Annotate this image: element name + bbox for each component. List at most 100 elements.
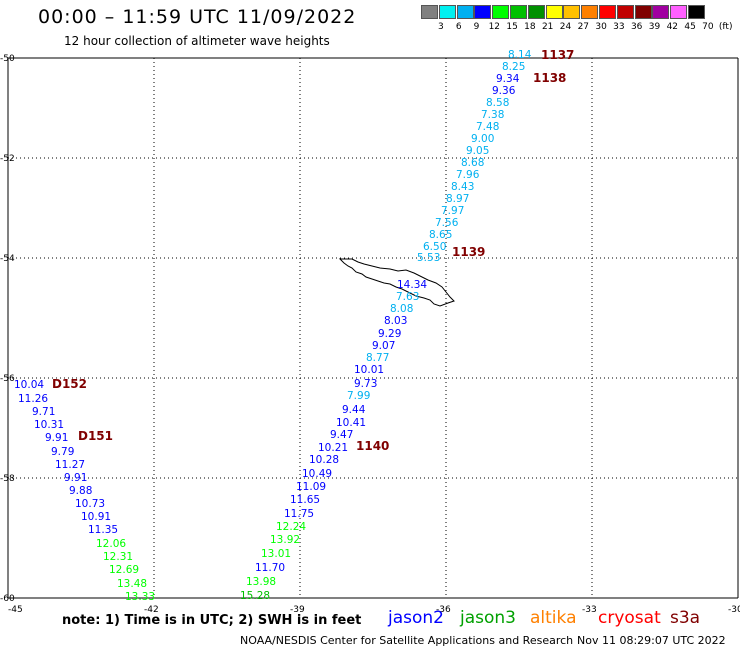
legend-label: 33 bbox=[613, 22, 625, 32]
wave-height-value: 10.28 bbox=[309, 454, 339, 466]
axis-ticks: -45 -42 -39 -36 -33 -30 -50 -52 -54 -56 -58 -60 bbox=[0, 54, 740, 615]
wave-height-value: 8.08 bbox=[390, 303, 413, 315]
wave-height-value: 7.97 bbox=[441, 205, 464, 217]
legend-swatch bbox=[634, 5, 652, 19]
wave-height-value: 10.01 bbox=[354, 364, 384, 376]
wave-height-value: 8.03 bbox=[384, 315, 407, 327]
chart-subtitle: 12 hour collection of altimeter wave hei… bbox=[64, 34, 330, 48]
wave-height-value: 9.00 bbox=[471, 133, 494, 145]
wave-height-value: 9.71 bbox=[32, 406, 55, 418]
wave-height-value: 6.50 bbox=[423, 241, 446, 253]
legend-label: 70 bbox=[702, 22, 714, 32]
x-tick-label: -30 bbox=[728, 605, 740, 615]
footer-note: note: 1) Time is in UTC; 2) SWH is in fe… bbox=[62, 613, 362, 628]
y-tick-label: -54 bbox=[0, 254, 15, 264]
legend-label: 15 bbox=[506, 22, 518, 32]
legend-label: 24 bbox=[559, 22, 572, 32]
pass-label: 1140 bbox=[356, 439, 389, 453]
wave-height-value: 13.01 bbox=[261, 548, 291, 560]
wave-height-value: 12.69 bbox=[109, 564, 139, 576]
wave-height-value: 8.25 bbox=[502, 61, 525, 73]
wave-height-value: 10.73 bbox=[75, 498, 105, 510]
wave-height-value: 8.97 bbox=[446, 193, 469, 205]
legend-swatch bbox=[599, 5, 616, 19]
x-tick-label: -36 bbox=[436, 605, 451, 615]
wave-height-value: 11.27 bbox=[55, 459, 85, 471]
pass-label: 1139 bbox=[452, 245, 485, 259]
wave-height-value: 11.26 bbox=[18, 393, 48, 405]
legend-label: 36 bbox=[630, 22, 643, 32]
south-georgia-island bbox=[338, 258, 455, 307]
satellite-name: cryosat bbox=[598, 608, 661, 628]
wave-height-value: 8.65 bbox=[429, 229, 452, 241]
wave-height-value: 8.43 bbox=[451, 181, 474, 193]
wave-height-value: 11.70 bbox=[255, 562, 285, 574]
credit-line: NOAA/NESDIS Center for Satellite Applica… bbox=[240, 634, 574, 647]
wave-height-value: 9.91 bbox=[45, 432, 68, 444]
pass-label: 1138 bbox=[533, 71, 566, 85]
legend-label: 27 bbox=[577, 22, 590, 32]
wave-height-value: 9.34 bbox=[496, 73, 520, 85]
x-tick-label: -42 bbox=[144, 605, 159, 615]
legend-swatch bbox=[527, 5, 545, 19]
wave-height-value: 11.75 bbox=[284, 508, 314, 520]
legend-label: 42 bbox=[666, 22, 679, 32]
y-tick-label: -56 bbox=[0, 374, 15, 384]
wave-height-value: 13.33 bbox=[125, 591, 155, 603]
x-tick-label: -45 bbox=[8, 605, 23, 615]
wave-height-value: 7.99 bbox=[347, 390, 370, 402]
legend-label: 30 bbox=[595, 22, 607, 32]
wave-height-value: 13.98 bbox=[246, 576, 276, 588]
wave-height-value: 9.88 bbox=[69, 485, 92, 497]
satellite-name: jason3 bbox=[460, 608, 516, 628]
wave-height-value: 13.48 bbox=[117, 578, 147, 590]
legend-swatch bbox=[616, 5, 634, 19]
wave-height-value: 10.21 bbox=[318, 442, 348, 454]
legend-swatch bbox=[492, 5, 510, 19]
legend-swatch bbox=[545, 5, 563, 19]
pass-label: D151 bbox=[78, 429, 113, 443]
wave-height-value: 11.09 bbox=[296, 481, 326, 493]
wave-height-value: 9.91 bbox=[64, 472, 87, 484]
wave-height-value: 15.28 bbox=[240, 590, 270, 602]
legend-label: 9 bbox=[473, 22, 480, 32]
map-grid bbox=[7, 57, 739, 599]
wave-height-value: 7.56 bbox=[435, 217, 459, 229]
x-tick-label: -39 bbox=[290, 605, 305, 615]
legend-label: 45 bbox=[684, 22, 696, 32]
wave-height-tracks: 8.148.259.349.368.587.387.489.009.058.68… bbox=[14, 49, 532, 603]
wave-height-value: 9.73 bbox=[354, 378, 377, 390]
generated-timestamp: Nov 11 08:29:07 UTC 2022 bbox=[577, 634, 726, 647]
chart-title: 00:00 – 11:59 UTC 11/09/2022 bbox=[38, 6, 357, 28]
legend-label: 21 bbox=[541, 22, 554, 32]
pass-label: 1137 bbox=[541, 48, 574, 62]
wave-height-value: 14.34 bbox=[397, 279, 427, 291]
wave-height-value: 8.58 bbox=[486, 97, 509, 109]
legend-swatch bbox=[438, 5, 456, 19]
y-tick-label: -60 bbox=[0, 594, 15, 604]
satellite-name: altika bbox=[530, 608, 577, 628]
wave-height-value: 5.53 bbox=[417, 252, 440, 264]
legend-swatch bbox=[652, 5, 670, 19]
legend-swatch bbox=[688, 5, 705, 19]
pass-labels: 1137 1138 1139 1140 D152 D151 bbox=[52, 48, 574, 453]
wave-height-value: 7.96 bbox=[456, 169, 480, 181]
legend-swatch bbox=[510, 5, 527, 19]
wave-height-value: 8.77 bbox=[366, 352, 389, 364]
wave-height-value: 7.48 bbox=[476, 121, 499, 133]
y-tick-label: -58 bbox=[0, 474, 15, 484]
wave-height-value: 7.63 bbox=[396, 291, 419, 303]
wave-height-value: 10.31 bbox=[34, 419, 64, 431]
satellite-name: s3a bbox=[670, 608, 701, 628]
legend-swatch bbox=[421, 5, 438, 19]
wave-height-value: 11.35 bbox=[88, 524, 118, 536]
x-tick-label: -33 bbox=[582, 605, 597, 615]
wave-height-value: 9.29 bbox=[378, 328, 401, 340]
legend-swatch bbox=[563, 5, 581, 19]
wave-height-value: 9.36 bbox=[492, 85, 516, 97]
wave-height-value: 10.41 bbox=[336, 417, 366, 429]
wave-height-value: 7.38 bbox=[481, 109, 504, 121]
wave-height-value: 9.79 bbox=[51, 446, 74, 458]
wave-height-value: 10.91 bbox=[81, 511, 111, 523]
legend-swatch bbox=[474, 5, 492, 19]
